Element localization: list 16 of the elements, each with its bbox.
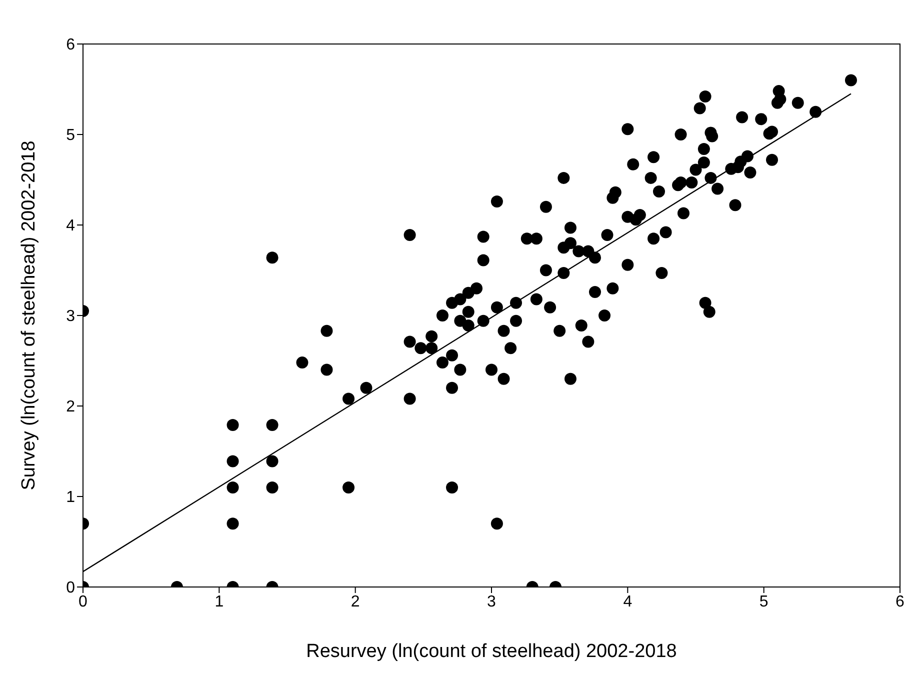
x-axis-title: Resurvey (ln(count of steelhead) 2002-2018 — [306, 641, 677, 662]
x-tick-label: 1 — [214, 593, 224, 610]
y-axis-title: Survey (ln(count of steelhead) 2002-2018 — [18, 140, 40, 490]
y-tick-label: 3 — [66, 308, 76, 326]
x-tick-label: 4 — [623, 593, 632, 610]
x-tick-label: 2 — [350, 593, 360, 610]
x-tick-label: 3 — [487, 593, 496, 610]
y-tick-label: 0 — [66, 580, 76, 597]
x-tick-label: 5 — [759, 593, 768, 610]
y-tick-label: 5 — [66, 127, 76, 144]
x-tick-label: 6 — [896, 593, 905, 610]
y-tick-label: 4 — [66, 218, 76, 235]
y-tick-label: 2 — [66, 398, 76, 416]
x-tick-label: 0 — [78, 593, 88, 610]
y-tick-label: 1 — [66, 489, 76, 506]
y-tick-label: 6 — [66, 36, 76, 54]
